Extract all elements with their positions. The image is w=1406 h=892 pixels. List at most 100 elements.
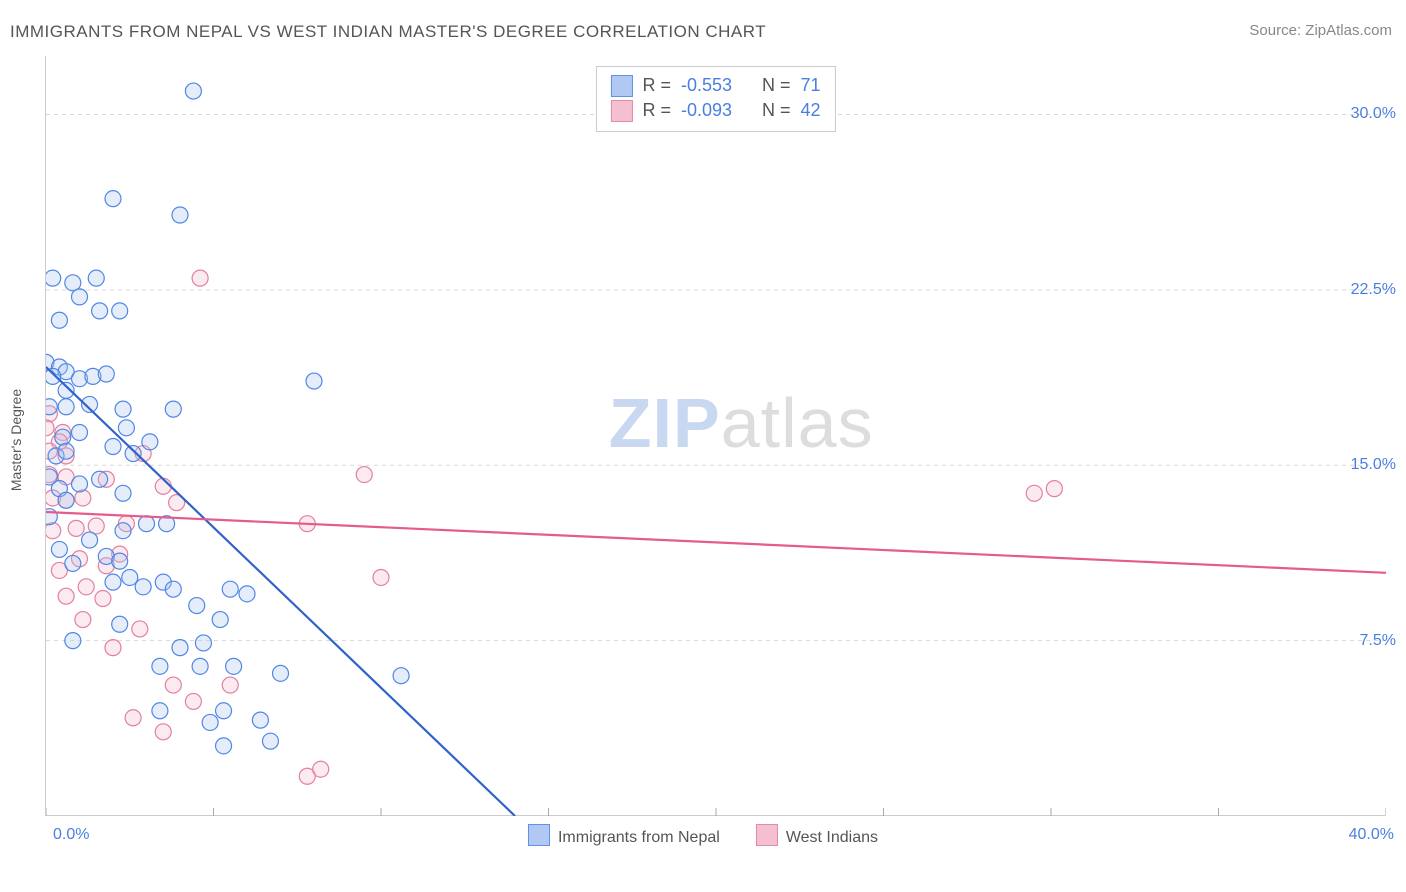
scatter-point [55,429,71,445]
scatter-point [1046,481,1062,497]
scatter-point [172,207,188,223]
scatter-point [78,579,94,595]
scatter-point [115,401,131,417]
scatter-point [192,270,208,286]
scatter-point [95,591,111,607]
legend-r-value: -0.553 [681,73,732,98]
scatter-point [72,289,88,305]
x-tick-label-min: 0.0% [53,826,89,844]
legend-series-item: West Indians [756,824,878,847]
scatter-point [195,635,211,651]
legend-n-label: N = [762,73,791,98]
scatter-point [88,270,104,286]
scatter-point [262,733,278,749]
legend-swatch [528,824,550,846]
scatter-point [112,616,128,632]
legend-stats-row: R = -0.093 N = 42 [610,98,820,123]
scatter-point [58,588,74,604]
legend-n-label: N = [762,98,791,123]
scatter-point [152,703,168,719]
scatter-point [115,523,131,539]
chart-title: IMMIGRANTS FROM NEPAL VS WEST INDIAN MAS… [10,22,766,42]
trend-line [46,512,1386,573]
scatter-point [393,668,409,684]
scatter-point [165,401,181,417]
legend-n-value: 42 [801,98,821,123]
scatter-point [51,312,67,328]
scatter-point [125,446,141,462]
scatter-point [185,83,201,99]
legend-n-value: 71 [801,73,821,98]
y-tick-label: 7.5% [1360,632,1396,650]
scatter-point [75,612,91,628]
scatter-point [132,621,148,637]
scatter-point [1026,485,1042,501]
scatter-point [189,598,205,614]
scatter-point [216,703,232,719]
scatter-point [46,368,61,384]
scatter-point [122,569,138,585]
scatter-point [273,665,289,681]
legend-series: Immigrants from Nepal West Indians [528,824,878,847]
legend-series-label: West Indians [786,829,878,846]
scatter-point [226,658,242,674]
scatter-point [115,485,131,501]
legend-r-value: -0.093 [681,98,732,123]
plot-area: ZIPatlas R =-0.553N =71R =-0.093N =42 [45,56,1385,816]
legend-series-label: Immigrants from Nepal [558,829,720,846]
scatter-point [216,738,232,754]
scatter-point [239,586,255,602]
scatter-point [313,761,329,777]
scatter-point [98,366,114,382]
scatter-point [202,714,218,730]
y-tick-label: 30.0% [1351,105,1396,123]
scatter-point [92,303,108,319]
scatter-point [139,516,155,532]
scatter-point [172,640,188,656]
legend-series-item: Immigrants from Nepal [528,824,720,847]
y-axis-label: Master's Degree [8,389,24,491]
scatter-point [165,581,181,597]
scatter-point [112,303,128,319]
y-tick-label: 22.5% [1351,281,1396,299]
scatter-point [165,677,181,693]
scatter-point [75,490,91,506]
legend-r-label: R = [642,98,671,123]
scatter-point [125,710,141,726]
scatter-point [65,555,81,571]
legend-swatch [610,100,632,122]
scatter-point [222,677,238,693]
scatter-point [65,633,81,649]
scatter-point [212,612,228,628]
legend-r-label: R = [642,73,671,98]
chart-container: IMMIGRANTS FROM NEPAL VS WEST INDIAN MAS… [0,0,1406,892]
scatter-point [155,724,171,740]
scatter-point [72,476,88,492]
scatter-point [105,191,121,207]
legend-stats: R = -0.553 N = 71 R = -0.093 N = 42 [595,66,835,132]
scatter-point [46,420,54,436]
scatter-point [373,569,389,585]
scatter-point [185,693,201,709]
scatter-point [105,574,121,590]
scatter-point [112,553,128,569]
source-prefix: Source: [1249,22,1301,39]
scatter-point [192,658,208,674]
scatter-point [72,424,88,440]
scatter-point [92,471,108,487]
scatter-point [306,373,322,389]
legend-stats-row: R = -0.553 N = 71 [610,73,820,98]
scatter-point [58,399,74,415]
y-tick-label: 15.0% [1351,456,1396,474]
scatter-point [58,492,74,508]
scatter-point [46,399,57,415]
source-label: Source: ZipAtlas.com [1249,22,1392,39]
scatter-point [252,712,268,728]
scatter-point [51,541,67,557]
scatter-point [135,579,151,595]
scatter-point [152,658,168,674]
scatter-point [222,581,238,597]
scatter-point [118,420,134,436]
scatter-point [46,270,61,286]
scatter-point [105,439,121,455]
